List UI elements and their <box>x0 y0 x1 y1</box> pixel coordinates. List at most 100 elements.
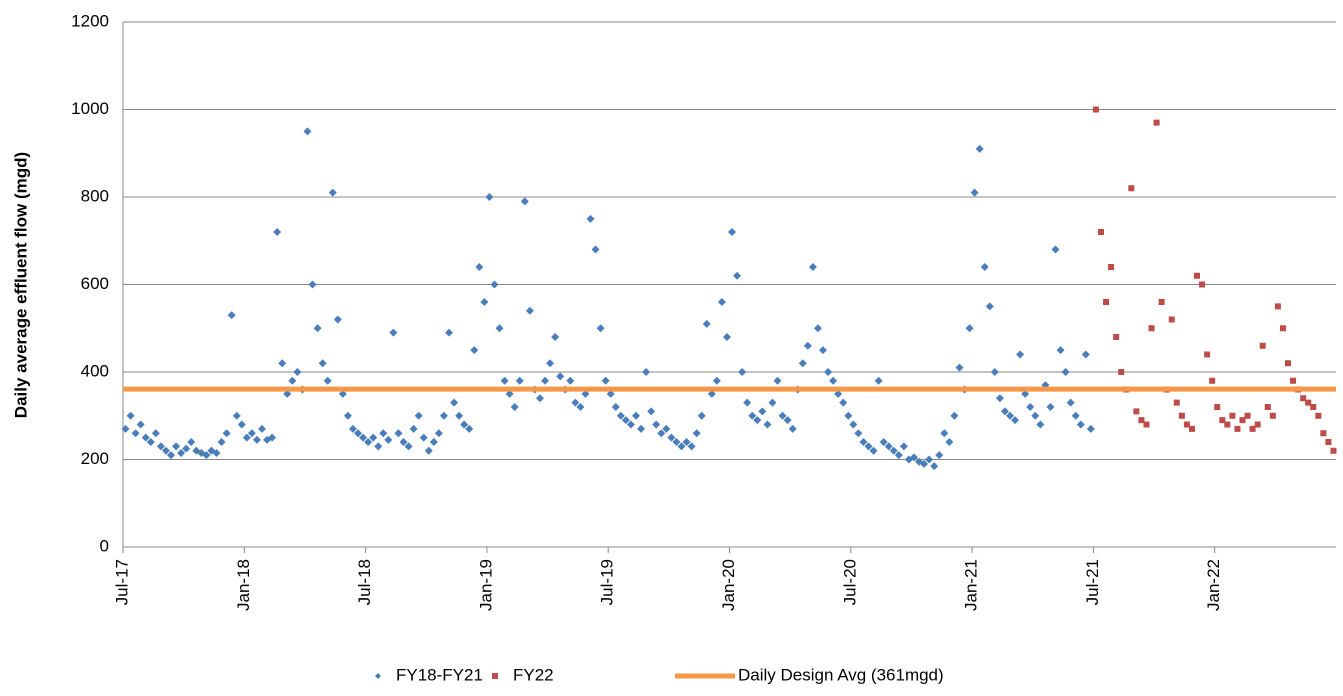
data-point <box>975 144 984 153</box>
data-point <box>616 411 625 420</box>
data-point <box>778 411 787 420</box>
data-point <box>172 442 181 451</box>
data-point <box>156 442 165 451</box>
data-point <box>1219 417 1226 424</box>
data-point <box>328 188 337 197</box>
data-point <box>1153 119 1160 126</box>
data-point <box>485 193 494 201</box>
data-point <box>439 411 448 420</box>
data-point <box>429 438 438 446</box>
data-point <box>515 376 524 385</box>
data-point <box>546 359 555 368</box>
data-point <box>834 389 843 398</box>
data-point <box>990 368 999 376</box>
data-point <box>495 324 504 333</box>
data-point <box>859 438 868 446</box>
y-axis-label: Daily average effluent flow (mgd) <box>11 152 30 418</box>
data-point <box>889 446 898 455</box>
data-point <box>1046 403 1055 411</box>
data-point <box>773 376 782 385</box>
data-point <box>642 368 651 376</box>
x-tick-label: Jan-22 <box>1204 559 1223 611</box>
data-point <box>450 398 459 407</box>
data-point <box>1021 389 1030 398</box>
data-point <box>1071 411 1080 420</box>
data-point <box>1204 351 1211 358</box>
data-point <box>621 416 630 425</box>
data-point <box>652 420 661 429</box>
data-point <box>950 411 959 420</box>
data-point <box>1103 299 1110 305</box>
legend-label: FY18-FY21 <box>396 665 483 684</box>
data-point <box>222 429 231 438</box>
data-point <box>1239 417 1246 424</box>
data-point <box>965 324 974 333</box>
data-point <box>136 420 145 429</box>
data-point <box>217 438 226 446</box>
y-tick-label: 400 <box>81 361 109 380</box>
data-point <box>874 376 883 385</box>
data-point <box>1016 350 1025 359</box>
data-point <box>212 448 221 457</box>
data-point <box>419 433 428 442</box>
y-tick-label: 1000 <box>71 99 109 118</box>
data-point <box>354 429 363 438</box>
data-point <box>970 188 979 197</box>
data-point <box>1259 342 1266 349</box>
data-point <box>849 420 858 429</box>
data-point <box>470 346 479 355</box>
legend-swatch <box>492 673 498 679</box>
data-point <box>379 429 388 438</box>
data-point <box>894 451 903 460</box>
legend-label: FY22 <box>513 665 554 684</box>
data-point <box>1108 264 1115 270</box>
data-point <box>945 438 954 446</box>
data-point <box>743 398 752 407</box>
data-point <box>409 424 418 433</box>
data-point <box>242 433 251 442</box>
data-point <box>1330 447 1337 454</box>
data-point <box>389 328 398 337</box>
data-point <box>1194 272 1201 279</box>
data-point <box>1061 368 1070 376</box>
data-point <box>844 411 853 420</box>
data-point <box>798 359 807 368</box>
data-point <box>1081 350 1090 359</box>
data-point <box>1244 412 1251 419</box>
data-point <box>247 429 256 438</box>
data-point <box>535 394 544 403</box>
data-point <box>202 451 211 460</box>
data-point <box>909 453 918 462</box>
data-point <box>717 298 726 306</box>
data-point <box>1076 420 1085 429</box>
data-point <box>571 398 580 407</box>
y-tick-label: 800 <box>81 186 109 205</box>
data-point <box>869 446 878 455</box>
data-point <box>460 420 469 429</box>
x-tick-label: Jan-20 <box>719 559 738 611</box>
data-point <box>1138 417 1145 424</box>
data-point <box>980 263 989 271</box>
data-point <box>611 403 620 411</box>
data-point <box>541 376 550 385</box>
data-point <box>1290 377 1297 384</box>
data-point <box>394 429 403 438</box>
data-point <box>288 376 297 385</box>
legend-item: FY18-FY21 <box>375 665 483 684</box>
data-point <box>1214 404 1221 410</box>
data-point <box>1158 299 1165 305</box>
x-tick-label: Jul-20 <box>840 559 859 605</box>
y-tick-label: 200 <box>81 449 109 468</box>
data-point <box>758 407 767 416</box>
data-point <box>404 442 413 451</box>
data-point <box>955 363 964 372</box>
x-tick-label: Jan-19 <box>476 559 495 611</box>
data-point <box>733 271 742 280</box>
data-point <box>753 416 762 425</box>
data-point <box>1026 403 1035 411</box>
data-point <box>985 302 994 311</box>
data-point <box>338 389 347 398</box>
data-point <box>1300 395 1307 402</box>
data-point <box>308 280 317 289</box>
data-point <box>748 411 757 420</box>
